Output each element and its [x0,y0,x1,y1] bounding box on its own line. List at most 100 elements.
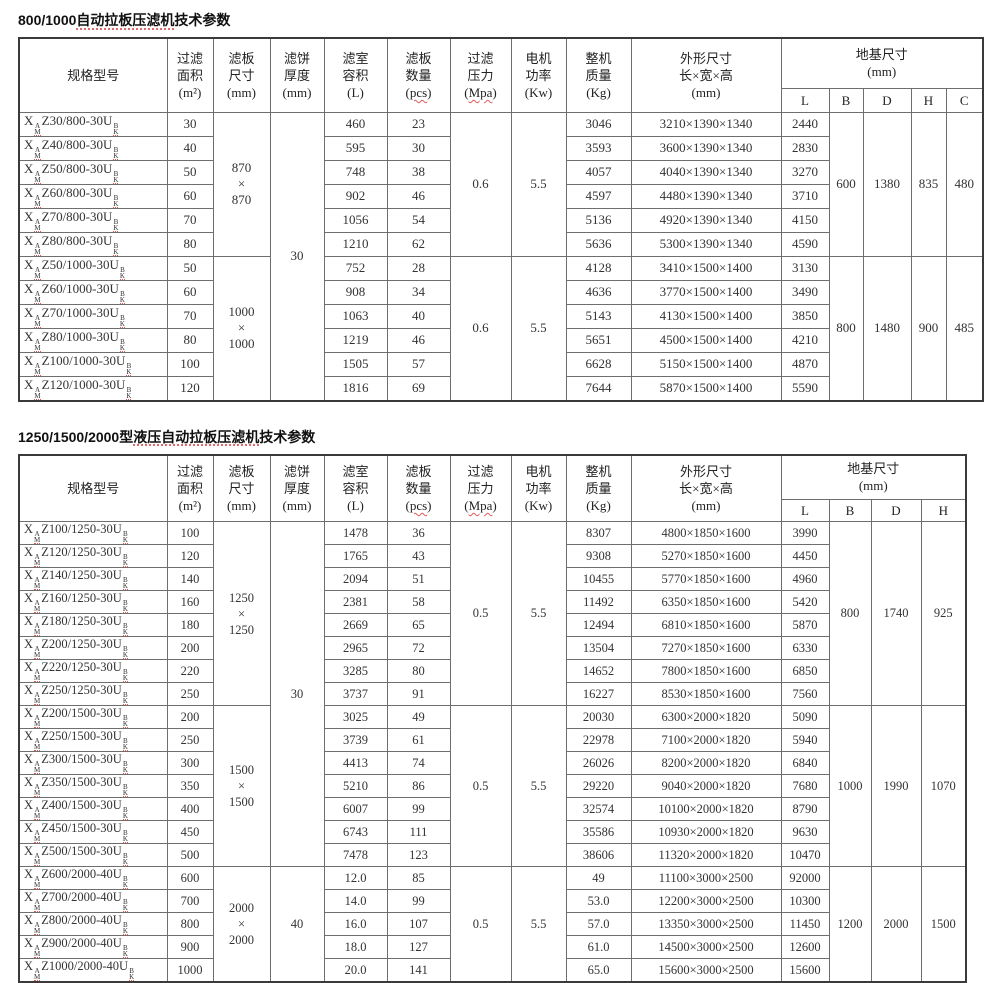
machine-weight-cell: 3593 [566,136,631,160]
header-foundation-H: H [921,500,966,522]
machine-weight-cell: 14652 [566,660,631,683]
header-power: 电机功率(Kw) [511,455,566,522]
plate-count-cell: 141 [387,959,450,983]
overall-dims-cell: 15600×3000×2500 [631,959,781,983]
header-foundation: 地基尺寸(mm) [781,38,983,88]
machine-weight-cell: 22978 [566,729,631,752]
foundation-L-cell: 6850 [781,660,829,683]
motor-power-cell: 5.5 [511,706,566,867]
chamber-volume-cell: 908 [324,280,387,304]
foundation-L-cell: 3850 [781,304,829,328]
filter-area-cell: 70 [167,208,213,232]
chamber-volume-cell: 14.0 [324,890,387,913]
overall-dims-cell: 5870×1500×1400 [631,376,781,401]
chamber-volume-cell: 1478 [324,522,387,545]
cake-thickness-cell: 30 [270,522,324,867]
filter-area-cell: 180 [167,614,213,637]
chamber-volume-cell: 1210 [324,232,387,256]
foundation-L-cell: 2440 [781,112,829,136]
foundation-L-cell: 3490 [781,280,829,304]
overall-dims-cell: 4800×1850×1600 [631,522,781,545]
chamber-volume-cell: 2094 [324,568,387,591]
filter-pressure-cell: 0.5 [450,522,511,706]
overall-dims-cell: 5770×1850×1600 [631,568,781,591]
header-volume: 滤室容积(L) [324,38,387,112]
filter-area-cell: 100 [167,522,213,545]
plate-count-cell: 91 [387,683,450,706]
machine-weight-cell: 35586 [566,821,631,844]
overall-dims-cell: 8530×1850×1600 [631,683,781,706]
filter-area-cell: 250 [167,729,213,752]
header-model: 规格型号 [19,38,167,112]
foundation-C-cell: 480 [946,112,983,256]
plate-count-cell: 46 [387,328,450,352]
header-plate: 滤板尺寸(mm) [213,455,270,522]
chamber-volume-cell: 902 [324,184,387,208]
chamber-volume-cell: 460 [324,112,387,136]
plate-count-cell: 80 [387,660,450,683]
foundation-L-cell: 4960 [781,568,829,591]
overall-dims-cell: 4040×1390×1340 [631,160,781,184]
foundation-L-cell: 11450 [781,913,829,936]
plate-count-cell: 23 [387,112,450,136]
cake-thickness-cell: 30 [270,112,324,401]
chamber-volume-cell: 1219 [324,328,387,352]
filter-area-cell: 70 [167,304,213,328]
plate-count-cell: 36 [387,522,450,545]
overall-dims-cell: 4500×1500×1400 [631,328,781,352]
overall-dims-cell: 5150×1500×1400 [631,352,781,376]
filter-area-cell: 50 [167,160,213,184]
foundation-L-cell: 4450 [781,545,829,568]
overall-dims-cell: 3600×1390×1340 [631,136,781,160]
foundation-B-cell: 1000 [829,706,871,867]
overall-dims-cell: 6810×1850×1600 [631,614,781,637]
filter-pressure-cell: 0.6 [450,256,511,401]
table1-title-post: 技术参数 [174,12,230,28]
machine-weight-cell: 5636 [566,232,631,256]
filter-area-cell: 1000 [167,959,213,983]
overall-dims-cell: 7270×1850×1600 [631,637,781,660]
header-pressure: 过滤压力(Mpa) [450,38,511,112]
chamber-volume-cell: 752 [324,256,387,280]
filter-area-cell: 400 [167,798,213,821]
foundation-L-cell: 15600 [781,959,829,983]
chamber-volume-cell: 3025 [324,706,387,729]
header-row-main: 规格型号过滤面积(m²)滤板尺寸(mm)滤饼厚度(mm)滤室容积(L)滤板数量(… [19,38,983,88]
foundation-B-cell: 1200 [829,867,871,983]
plate-count-cell: 40 [387,304,450,328]
plate-count-cell: 65 [387,614,450,637]
machine-weight-cell: 10455 [566,568,631,591]
chamber-volume-cell: 20.0 [324,959,387,983]
foundation-B-cell: 600 [829,112,863,256]
filter-area-cell: 160 [167,591,213,614]
foundation-L-cell: 10300 [781,890,829,913]
foundation-L-cell: 6840 [781,752,829,775]
header-volume: 滤室容积(L) [324,455,387,522]
header-weight: 整机质量(Kg) [566,38,631,112]
filter-area-cell: 60 [167,184,213,208]
